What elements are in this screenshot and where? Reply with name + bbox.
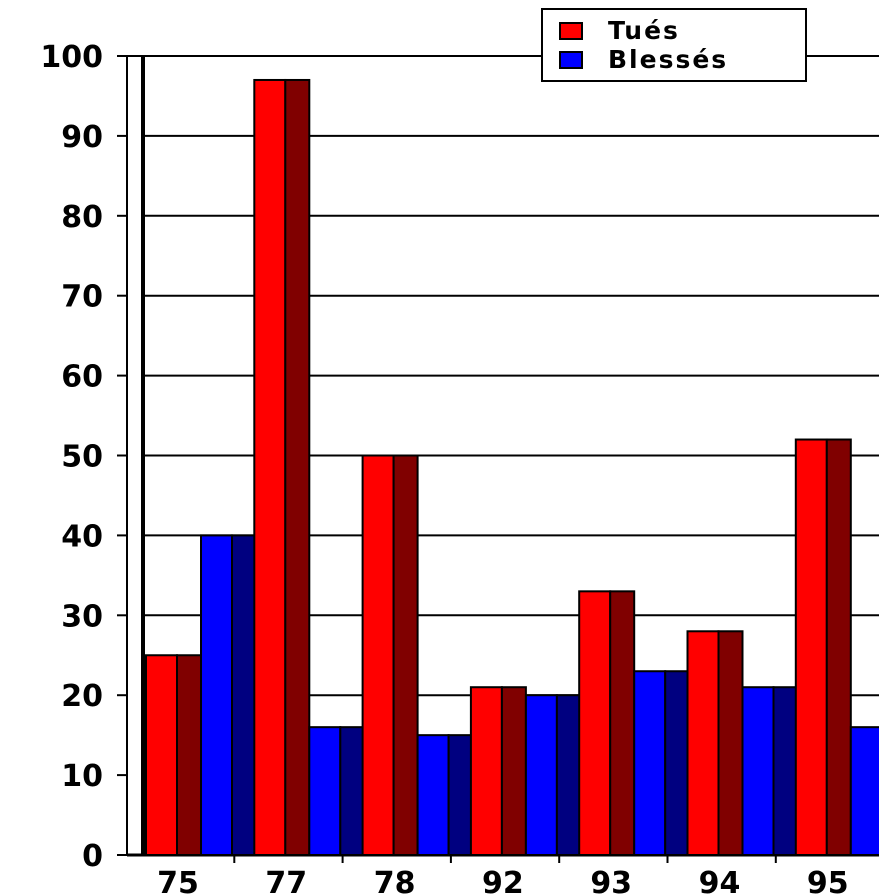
y-tick-label: 0: [82, 839, 103, 874]
y-tick-label: 50: [61, 440, 103, 475]
bar-side: [231, 534, 257, 857]
bar-side: [717, 630, 744, 857]
bar-side: [609, 590, 636, 857]
x-tick-label: 77: [265, 866, 307, 894]
bar-front: [524, 694, 558, 857]
bar-front: [633, 670, 667, 856]
bar-side: [339, 726, 366, 856]
bar-side: [825, 438, 852, 856]
bar-front: [578, 590, 612, 857]
y-tick-label: 10: [61, 759, 103, 794]
bar-front: [686, 630, 720, 857]
legend-label: Tués: [608, 16, 680, 45]
y-tick-label: 30: [61, 599, 103, 634]
x-tick-label: 92: [482, 866, 524, 894]
bar-side: [664, 670, 691, 856]
bar-side: [772, 686, 799, 857]
x-tick-label: 95: [807, 866, 849, 894]
bars: [145, 78, 879, 857]
y-tick-label: 60: [61, 360, 103, 395]
bar-side: [447, 734, 474, 857]
bar-side: [500, 686, 527, 857]
legend-swatch: [559, 22, 583, 40]
y-tick-label: 90: [61, 120, 103, 155]
y-tick-label: 40: [61, 519, 103, 554]
x-tick-label: 94: [699, 866, 741, 894]
y-tick-label: 80: [61, 200, 103, 235]
bar-front: [200, 534, 233, 857]
legend-label: Blessés: [608, 45, 728, 74]
bar-side: [284, 78, 311, 857]
x-tick-label: 93: [590, 866, 632, 894]
bar-front: [361, 454, 395, 856]
bar-front: [308, 726, 342, 856]
bar-front: [849, 726, 879, 856]
bar-front: [253, 78, 287, 857]
y-tick-label: 100: [40, 40, 103, 75]
legend-swatch: [559, 51, 583, 69]
x-axis-ticks: 75 77 78 92 93 94 95: [157, 855, 849, 894]
bar-front: [416, 734, 450, 857]
bar-front: [469, 686, 503, 857]
bar-side: [176, 654, 202, 856]
y-axis-ticks: 0 10 20 30 40 50 60 70 80 90 100: [40, 40, 127, 874]
x-tick-label: 78: [374, 866, 416, 894]
bar-front: [794, 438, 828, 856]
x-tick-label: 75: [157, 866, 199, 894]
y-tick-label: 70: [61, 280, 103, 315]
bar-front: [741, 686, 775, 857]
legend-box: [541, 8, 807, 82]
bar-side: [392, 454, 419, 856]
bar-side: [555, 694, 582, 857]
y-tick-label: 20: [61, 679, 103, 714]
bar-front: [145, 654, 178, 856]
